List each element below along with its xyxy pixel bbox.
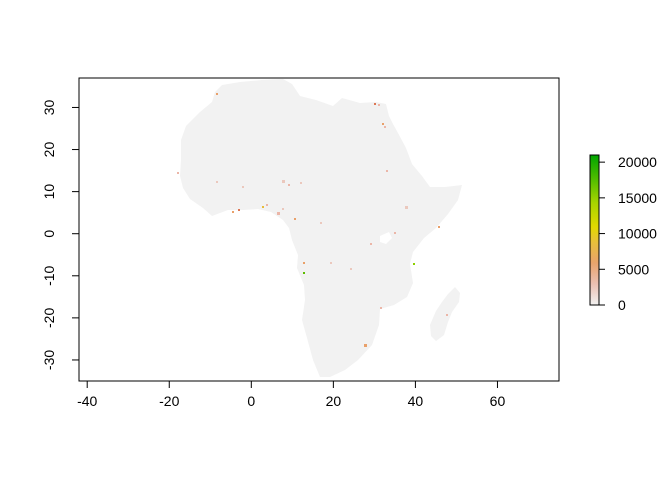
x-tick-label: 60 (490, 393, 506, 409)
x-tick-label: 40 (408, 393, 424, 409)
legend: 0 5000 10000 15000 20000 (589, 154, 657, 313)
legend-tick-label: 5000 (618, 261, 649, 277)
y-tick-label: -30 (41, 350, 57, 370)
x-axis: -40 -20 0 20 40 60 (77, 380, 506, 409)
madagascar-landmass (430, 287, 460, 341)
legend-tick-label: 20000 (618, 154, 657, 170)
legend-tick-label: 15000 (618, 190, 657, 206)
x-tick-label: 20 (326, 393, 342, 409)
x-tick-label: -20 (159, 393, 179, 409)
africa-landmass (180, 79, 462, 377)
y-tick-label: -20 (41, 308, 57, 328)
legend-tick-label: 0 (618, 297, 626, 313)
y-tick-label: 30 (41, 99, 57, 115)
x-tick-label: 0 (247, 393, 255, 409)
land-group (177, 79, 462, 377)
x-tick-label: -40 (77, 393, 97, 409)
y-tick-label: 20 (41, 142, 57, 158)
y-tick-label: 10 (41, 184, 57, 200)
y-tick-label: 0 (41, 230, 57, 238)
raster-speckles (177, 93, 448, 347)
legend-tick-label: 10000 (618, 226, 657, 242)
legend-colorbar (589, 154, 600, 306)
y-tick-label: -10 (41, 265, 57, 285)
lake-victoria (380, 232, 392, 244)
y-axis: -30 -20 -10 0 10 20 30 (41, 99, 80, 370)
